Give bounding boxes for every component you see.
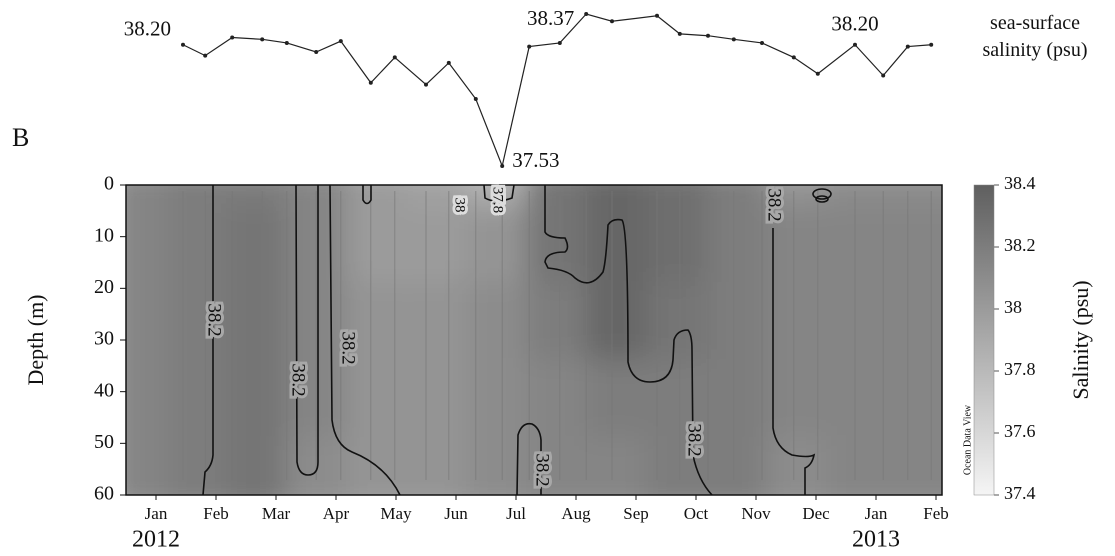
x-tick-label: Oct [684, 504, 709, 523]
colorbar-tick-label: 38.4 [1004, 173, 1036, 193]
contour-line [483, 184, 515, 202]
y-tick-label: 50 [94, 431, 114, 453]
axes: 0 10 20 30 40 50 60 Jan Feb Mar Apr May Jun Jul Aug Sep… [94, 173, 1036, 553]
point [677, 31, 682, 36]
contour-labels: 38.2 38.2 38.2 38.2 38.2 38.2 38 37.8 [201, 184, 788, 490]
colorbar-tick-label: 37.6 [1004, 421, 1036, 441]
point [881, 73, 886, 78]
stations [182, 191, 932, 480]
x-tick-label: Dec [802, 504, 830, 523]
point [929, 42, 934, 47]
series-label-box: sea-surface salinity (psu) [982, 12, 1088, 61]
x-tick-label: Nov [741, 504, 771, 523]
point [203, 53, 208, 58]
y-tick-label: 10 [94, 224, 114, 246]
x-tick-label: Feb [203, 504, 229, 523]
point [260, 37, 265, 42]
contour-line [202, 185, 214, 496]
colorbar-tick-label: 37.8 [1004, 359, 1036, 379]
point [853, 42, 857, 47]
value-label: 37.53 [512, 148, 559, 172]
heatmap-cells [126, 185, 942, 495]
contour-label: 38.2 [338, 331, 359, 364]
point [557, 40, 562, 45]
series-label: sea-surface salinity (psu) [982, 12, 1088, 61]
contour-line [815, 195, 829, 203]
y-axis-label: Depth (m) [23, 294, 48, 385]
contour-line [812, 188, 832, 200]
y-tick-label: 20 [94, 276, 114, 298]
colorbar [973, 184, 995, 496]
point [760, 40, 764, 45]
contour-line [362, 185, 372, 205]
y-tick-label: 0 [104, 173, 114, 195]
point [791, 55, 796, 60]
contour-label: 37.8 [490, 187, 506, 213]
contour-label: 38.2 [204, 303, 225, 336]
heatmap [126, 185, 942, 495]
colorbar-tick-label: 37.4 [1004, 483, 1036, 503]
year-label: 2012 [132, 527, 180, 553]
point [610, 19, 614, 24]
x-tick-label: Jun [444, 504, 468, 523]
y-tick-label: 30 [94, 328, 114, 350]
x-tick-label: May [380, 504, 412, 523]
point [527, 44, 532, 49]
contour-line [295, 184, 319, 476]
point [584, 12, 589, 16]
x-tick-label: Mar [262, 504, 291, 523]
surface-salinity: 38.20 37.53 38.37 38.20 [124, 6, 934, 172]
point [284, 40, 289, 45]
heat-cell [886, 436, 942, 495]
y-tick-label: 40 [94, 379, 114, 401]
value-label: 38.20 [831, 12, 878, 36]
contour-label: 38.2 [684, 423, 705, 456]
contour-label: 38.2 [764, 188, 785, 221]
x-tick-label: Feb [923, 504, 949, 523]
point [230, 35, 235, 40]
point [424, 82, 428, 87]
point [905, 44, 910, 49]
contour-line [544, 185, 713, 496]
x-tick-label: Jan [145, 504, 168, 523]
x-tick-label: Sep [623, 504, 649, 523]
value-label: 38.20 [124, 17, 171, 41]
colorbar-tick-label: 38 [1004, 297, 1022, 317]
y-tick-label: 60 [94, 483, 114, 505]
point [314, 50, 319, 54]
point [181, 42, 185, 47]
panel-label: B [12, 123, 29, 152]
line [182, 13, 932, 169]
value-label: 38.37 [527, 6, 574, 30]
colorbar-label: Salinity (psu) [1068, 280, 1093, 399]
x-tick-label: Aug [561, 504, 591, 523]
contour-label: 38.2 [288, 363, 309, 396]
contour-line [516, 422, 542, 496]
point [392, 55, 397, 60]
contour-label: 38.2 [532, 453, 553, 486]
point [731, 37, 736, 42]
colorbar-tick-label: 38.2 [1004, 235, 1036, 255]
year-label: 2013 [852, 527, 900, 553]
contours [202, 184, 832, 496]
point [815, 71, 820, 76]
x-tick-label: Jan [865, 504, 888, 523]
point [706, 33, 710, 38]
point [500, 164, 505, 168]
point [473, 97, 478, 102]
contour-label: 38 [452, 198, 468, 213]
point [446, 60, 451, 65]
point [368, 80, 373, 85]
contour-line [772, 228, 816, 495]
watermark: Ocean Data View [962, 404, 973, 475]
x-tick-label: Apr [323, 504, 350, 523]
x-tick-label: Jul [506, 504, 526, 523]
point [338, 39, 343, 44]
point [655, 13, 659, 18]
contour-line [329, 184, 401, 496]
